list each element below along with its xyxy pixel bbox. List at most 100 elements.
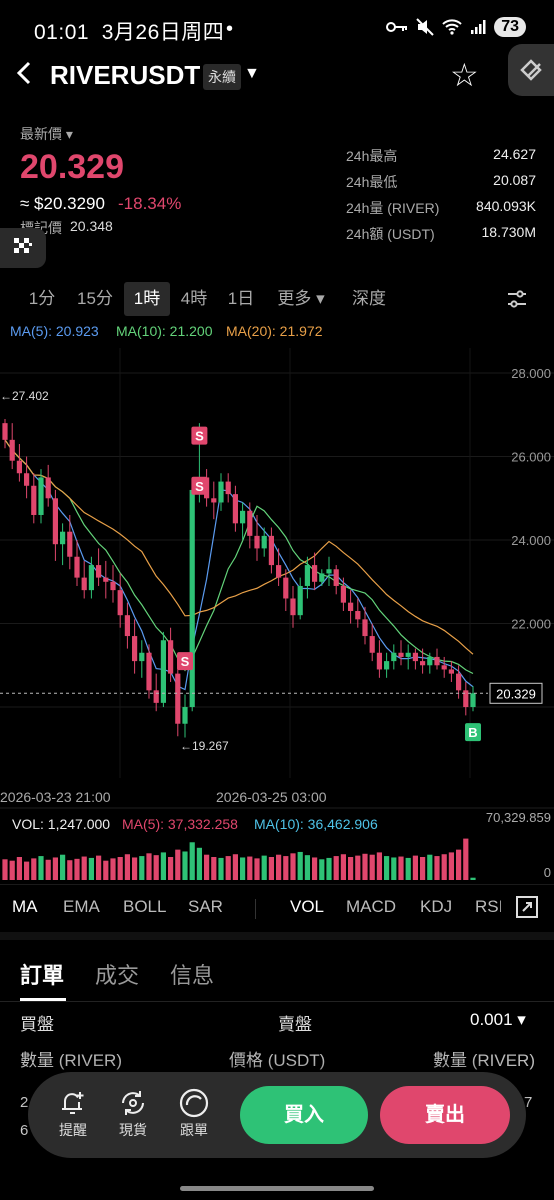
kline-chart-svg[interactable]: MA(5): 20.923 MA(10): 21.200 MA(20): 21.… bbox=[0, 318, 554, 884]
candle bbox=[276, 565, 282, 578]
symbol-title[interactable]: RIVERUSDT bbox=[50, 60, 201, 90]
volume-bar bbox=[146, 853, 152, 880]
favorite-star-icon[interactable]: ☆ bbox=[450, 57, 479, 93]
stat-row-low: 24h最低 20.087 bbox=[346, 172, 536, 190]
candle bbox=[405, 652, 411, 657]
indicator-boll[interactable]: BOLL bbox=[123, 897, 167, 916]
notification-dot: • bbox=[226, 18, 234, 40]
vol-zero-label: 0 bbox=[544, 865, 551, 880]
indicator-vol[interactable]: VOL bbox=[290, 897, 325, 916]
candle bbox=[391, 652, 397, 662]
candle bbox=[74, 556, 80, 578]
volume-bar bbox=[470, 877, 476, 880]
copy-trade-button[interactable]: 跟單 bbox=[173, 1086, 215, 1140]
candle bbox=[103, 577, 109, 582]
ma10-label: MA(10): 21.200 bbox=[116, 323, 213, 339]
volume-bar bbox=[333, 856, 339, 880]
vol-label: VOL: 1,247.000 bbox=[12, 816, 110, 832]
volume-bar bbox=[319, 859, 325, 880]
candle bbox=[16, 460, 22, 474]
tab-1m[interactable]: 1分 bbox=[28, 289, 56, 308]
spot-button[interactable]: 現貨 bbox=[112, 1086, 154, 1140]
precision-select[interactable]: 0.001 ▾ bbox=[470, 1010, 526, 1029]
vol-ma5-label: MA(5): 37,332.258 bbox=[122, 816, 238, 832]
volume-bar bbox=[304, 855, 310, 880]
sell-button[interactable]: 賣出 bbox=[380, 1086, 510, 1144]
indicator-ma[interactable]: MA bbox=[12, 897, 38, 916]
volume-bar bbox=[45, 859, 51, 880]
volume-bar bbox=[153, 855, 159, 880]
candle bbox=[175, 673, 181, 724]
volume-bar bbox=[168, 857, 174, 880]
alert-label: 提醒 bbox=[59, 1122, 87, 1138]
tab-1d[interactable]: 1日 bbox=[227, 289, 255, 308]
volume-bar bbox=[189, 842, 195, 880]
order-tabs: 訂單 成交 信息 bbox=[0, 950, 554, 1002]
indicator-kdj[interactable]: KDJ bbox=[420, 897, 453, 916]
indicator-tabs: MA EMA BOLL SAR VOL MACD KDJ RSI bbox=[0, 884, 554, 930]
back-icon[interactable] bbox=[16, 60, 42, 90]
volume-bar bbox=[405, 857, 411, 880]
interval-tabs: 1分 15分 1時 4時 1日 更多 ▾ 深度 bbox=[0, 282, 554, 316]
tab-depth[interactable]: 深度 bbox=[352, 289, 386, 308]
tab-info[interactable]: 信息 bbox=[170, 963, 215, 988]
buy-side-label: 買盤 bbox=[20, 1015, 54, 1034]
candle bbox=[355, 611, 361, 620]
col-qty-left: 數量 (RIVER) bbox=[20, 1051, 122, 1070]
fullscreen-icon[interactable] bbox=[516, 896, 538, 923]
battery-indicator: 73 bbox=[494, 17, 526, 37]
qr-code-icon[interactable] bbox=[0, 228, 46, 268]
volume-bar bbox=[369, 854, 375, 880]
indicator-divider bbox=[255, 899, 256, 919]
x-label-2: 2026-03-25 03:00 bbox=[216, 789, 327, 805]
indicator-macd[interactable]: MACD bbox=[346, 897, 397, 916]
y-tick-label: 26.000 bbox=[511, 450, 551, 465]
tab-trades[interactable]: 成交 bbox=[95, 963, 140, 988]
tab-more[interactable]: 更多 ▾ bbox=[277, 289, 325, 308]
tab-1h[interactable]: 1時 bbox=[124, 282, 170, 316]
chevron-down-icon[interactable]: ▼ bbox=[244, 65, 260, 82]
kline-chart[interactable]: MA(5): 20.923 MA(10): 21.200 MA(20): 21.… bbox=[0, 318, 554, 884]
volume-bar bbox=[290, 853, 296, 880]
signal-label: S bbox=[181, 654, 190, 669]
volume-bar bbox=[340, 854, 346, 880]
volume-bar bbox=[52, 857, 58, 880]
col-qty-right: 數量 (RIVER) bbox=[433, 1051, 535, 1070]
volume-bar bbox=[9, 860, 15, 880]
action-dock: 提醒 現貨 跟單 買入 賣出 bbox=[28, 1072, 526, 1158]
signal-label: S bbox=[195, 479, 204, 494]
tab-15m[interactable]: 15分 bbox=[77, 289, 113, 308]
candle bbox=[448, 669, 454, 674]
candle bbox=[326, 569, 332, 574]
signal-badge bbox=[465, 723, 481, 742]
usd-price: ≈ $20.3290 bbox=[20, 194, 105, 213]
candle bbox=[348, 602, 354, 612]
volume-bar bbox=[96, 855, 102, 880]
volume-bar bbox=[60, 854, 66, 880]
indicator-ema[interactable]: EMA bbox=[63, 897, 100, 916]
candle bbox=[153, 690, 159, 703]
floating-share-button[interactable] bbox=[508, 44, 554, 96]
candle bbox=[247, 510, 253, 536]
status-time: 01:01 3月26日周四 bbox=[34, 21, 225, 44]
candle bbox=[160, 640, 166, 703]
signal-badge bbox=[191, 426, 208, 445]
chart-settings-icon[interactable] bbox=[506, 288, 528, 310]
buy-button[interactable]: 買入 bbox=[240, 1086, 368, 1144]
candle bbox=[268, 535, 274, 566]
tab-orderbook[interactable]: 訂單 bbox=[20, 963, 65, 988]
candle bbox=[81, 577, 87, 591]
ma5-label: MA(5): 20.923 bbox=[10, 323, 99, 339]
last-price-label[interactable]: 最新價 ▾ bbox=[20, 126, 73, 142]
alert-button[interactable]: 提醒 bbox=[52, 1086, 94, 1140]
indicator-sar[interactable]: SAR bbox=[188, 897, 223, 916]
indicator-rsi[interactable]: RSI bbox=[475, 897, 501, 916]
tab-4h[interactable]: 4時 bbox=[180, 289, 208, 308]
candle bbox=[168, 640, 174, 674]
candle bbox=[470, 693, 476, 708]
volume-bar bbox=[456, 849, 462, 880]
candle bbox=[52, 498, 58, 545]
candle bbox=[261, 535, 267, 549]
candle bbox=[182, 707, 188, 724]
top-nav: RIVERUSDT 永續 ▼ ☆ bbox=[0, 56, 554, 96]
